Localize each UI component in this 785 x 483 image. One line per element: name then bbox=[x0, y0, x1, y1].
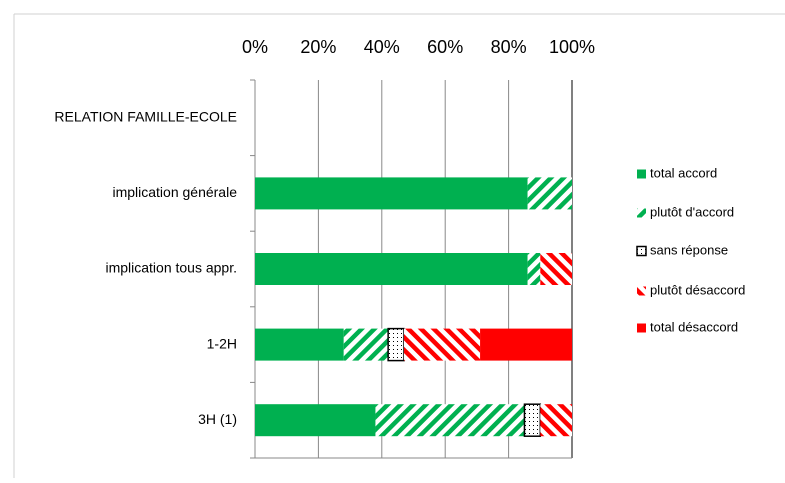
legend-label: plutôt d'accord bbox=[650, 204, 734, 219]
bar-segment bbox=[255, 328, 344, 361]
legend-label: plutôt désaccord bbox=[650, 282, 745, 297]
legend-label: total accord bbox=[650, 165, 717, 180]
bar-segment bbox=[523, 403, 542, 437]
y-tick-label: RELATION FAMILLE-ECOLE bbox=[54, 109, 237, 125]
legend-marker bbox=[637, 169, 646, 179]
bar-segment bbox=[387, 327, 405, 362]
bar-segment bbox=[540, 253, 572, 285]
y-tick-label: 1-2H bbox=[207, 335, 237, 351]
y-tick-label: implication tous appr. bbox=[105, 260, 237, 276]
y-tick-label: implication générale bbox=[112, 184, 237, 200]
y-tick-label: 3H (1) bbox=[198, 411, 237, 427]
legend-marker bbox=[636, 245, 647, 257]
legend-label: sans réponse bbox=[650, 242, 728, 257]
x-tick-label: 0% bbox=[242, 37, 268, 57]
legend-marker bbox=[637, 286, 646, 296]
legend-marker bbox=[637, 208, 646, 218]
legend-label: total désaccord bbox=[650, 319, 738, 334]
x-tick-label: 60% bbox=[427, 37, 463, 57]
bar-segment bbox=[527, 177, 572, 210]
x-tick-label: 40% bbox=[364, 37, 400, 57]
bar-segment bbox=[343, 328, 389, 361]
x-tick-label: 20% bbox=[300, 37, 336, 57]
bar-segment bbox=[403, 328, 481, 361]
x-tick-label: 80% bbox=[491, 37, 527, 57]
x-tick-label: 100% bbox=[549, 37, 595, 57]
bar-segment bbox=[255, 404, 376, 437]
legend-marker bbox=[637, 323, 646, 333]
bar-segment bbox=[540, 404, 572, 437]
bar-segment bbox=[480, 328, 572, 361]
bar-segment bbox=[255, 253, 528, 285]
bar-segment bbox=[375, 404, 525, 437]
bar-segment bbox=[527, 253, 541, 285]
bar-segment bbox=[255, 177, 528, 210]
